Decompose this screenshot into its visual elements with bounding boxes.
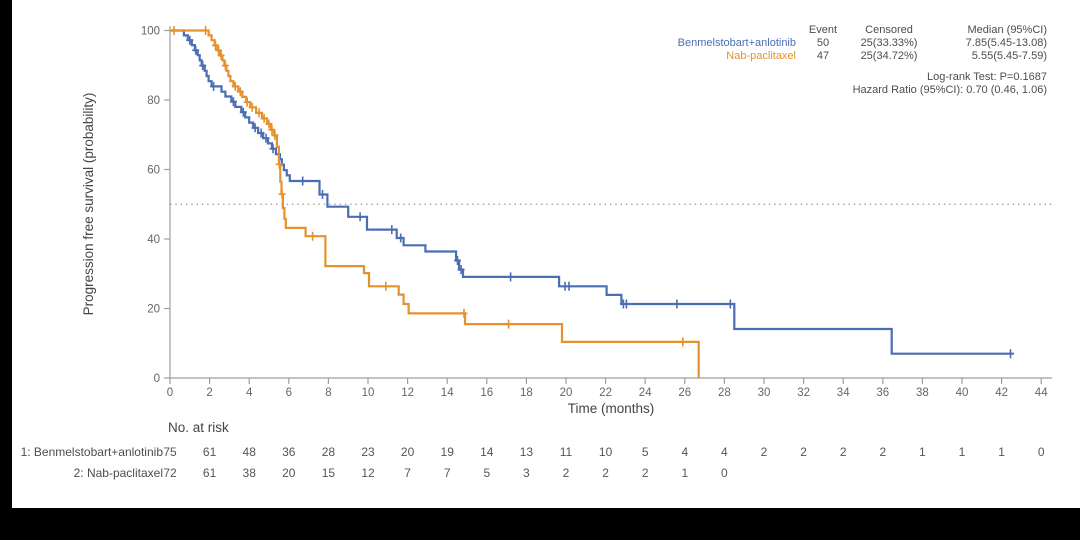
y-tick-label: 60	[147, 165, 160, 177]
legend-col-median: Median (95%CI)	[967, 24, 1047, 36]
risk-count: 4	[681, 445, 688, 459]
risk-count: 61	[203, 445, 217, 459]
legend-row-benmelstobart-anlotinib: Benmelstobart+anlotinib 50 25(33.33%) 7.…	[669, 37, 1047, 50]
x-tick-label: 28	[718, 387, 731, 399]
km-plot: Progression free survival (probability) …	[21, 26, 1052, 480]
legend-row-nab-paclitaxel: Nab-paclitaxel 47 25(34.72%) 5.55(5.45-7…	[669, 50, 1047, 63]
risk-count: 13	[520, 445, 534, 459]
legend-col-event: Event	[808, 24, 838, 36]
x-tick-label: 12	[401, 387, 414, 399]
hazard-ratio-text: Hazard Ratio (95%CI): 0.70 (0.46, 1.06)	[852, 84, 1047, 96]
risk-count: 1	[681, 466, 688, 480]
risk-count: 3	[523, 466, 530, 480]
risk-count: 75	[163, 445, 177, 459]
risk-count: 1	[919, 445, 926, 459]
risk-count: 4	[721, 445, 728, 459]
risk-count: 5	[642, 445, 649, 459]
risk-count: 2	[879, 445, 886, 459]
risk-count: 19	[441, 445, 455, 459]
y-axis-title: Progression free survival (probability)	[81, 93, 96, 316]
bottom-black-bar	[0, 508, 1080, 540]
censor-marks	[170, 26, 687, 347]
risk-count: 2	[563, 466, 570, 480]
risk-count: 12	[361, 466, 375, 480]
risk-count: 23	[361, 445, 375, 459]
risk-count: 11	[560, 445, 573, 459]
legend-censored-value: 25(34.72%)	[860, 50, 918, 62]
legend-median-value: 7.85(5.45-13.08)	[965, 37, 1047, 49]
x-tick-label: 10	[362, 387, 375, 399]
risk-count: 5	[483, 466, 490, 480]
x-tick-label: 34	[837, 387, 850, 399]
risk-count: 7	[404, 466, 411, 480]
censor-marks	[186, 35, 1014, 359]
x-tick-label: 14	[441, 387, 454, 399]
risk-count: 61	[203, 466, 217, 480]
x-tick-label: 6	[286, 387, 292, 399]
x-axis-title: Time (months)	[568, 401, 655, 416]
risk-count: 36	[282, 445, 296, 459]
x-tick-label: 0	[167, 387, 173, 399]
risk-table-title: No. at risk	[168, 420, 229, 435]
legend-col-censored: Censored	[865, 24, 913, 36]
x-tick-label: 36	[876, 387, 889, 399]
y-tick-label: 40	[147, 234, 160, 246]
legend-table: Event Censored Median (95%CI) Benmelstob…	[669, 24, 1047, 63]
y-tick-label: 100	[141, 26, 160, 38]
risk-count: 20	[282, 466, 296, 480]
legend-median-value: 5.55(5.45-7.59)	[971, 50, 1047, 62]
legend-censored-value: 25(33.33%)	[860, 37, 918, 49]
risk-count: 1	[998, 445, 1005, 459]
risk-count: 20	[401, 445, 415, 459]
x-tick-label: 18	[520, 387, 533, 399]
logrank-test-text: Log-rank Test: P=0.1687	[927, 71, 1047, 83]
x-tick-label: 20	[560, 387, 573, 399]
left-black-strip	[0, 0, 12, 508]
x-tick-label: 30	[758, 387, 771, 399]
risk-count: 10	[599, 445, 613, 459]
risk-count: 2	[602, 466, 609, 480]
x-tick-label: 42	[995, 387, 1008, 399]
x-tick-label: 26	[678, 387, 691, 399]
x-tick-label: 16	[480, 387, 493, 399]
risk-count: 2	[761, 445, 768, 459]
legend-header-row: Event Censored Median (95%CI)	[669, 24, 1047, 37]
risk-count: 1	[959, 445, 966, 459]
risk-count: 2	[800, 445, 807, 459]
legend-series-name: Nab-paclitaxel	[726, 50, 796, 62]
survival-curve-nab-paclitaxel	[170, 29, 700, 378]
y-tick-label: 0	[154, 373, 160, 385]
legend-event-value: 47	[816, 50, 830, 62]
risk-count: 72	[163, 466, 177, 480]
x-tick-label: 24	[639, 387, 652, 399]
statistics: Log-rank Test: P=0.1687 Hazard Ratio (95…	[669, 71, 1047, 97]
risk-count: 14	[480, 445, 494, 459]
x-tick-label: 44	[1035, 387, 1048, 399]
risk-row-label-nab-paclitaxel: 2: Nab-paclitaxel	[74, 466, 163, 480]
risk-count: 48	[243, 445, 257, 459]
x-tick-label: 4	[246, 387, 253, 399]
risk-count: 2	[642, 466, 649, 480]
x-tick-label: 32	[797, 387, 810, 399]
x-tick-label: 8	[325, 387, 331, 399]
y-tick-label: 20	[147, 304, 160, 316]
risk-count: 0	[721, 466, 728, 480]
x-tick-label: 2	[206, 387, 212, 399]
x-tick-label: 40	[956, 387, 969, 399]
x-tick-label: 38	[916, 387, 929, 399]
risk-row-label-benmelstobart-anlotinib: 1: Benmelstobart+anlotinib	[21, 445, 164, 459]
legend: Event Censored Median (95%CI) Benmelstob…	[669, 24, 1047, 97]
legend-series-name: Benmelstobart+anlotinib	[677, 37, 796, 49]
risk-count: 15	[322, 466, 336, 480]
risk-count: 28	[322, 445, 336, 459]
x-tick-label: 22	[599, 387, 612, 399]
risk-count: 0	[1038, 445, 1045, 459]
legend-event-value: 50	[816, 37, 830, 49]
risk-count: 38	[243, 466, 257, 480]
y-tick-label: 80	[147, 95, 160, 107]
risk-count: 2	[840, 445, 847, 459]
risk-count: 7	[444, 466, 451, 480]
